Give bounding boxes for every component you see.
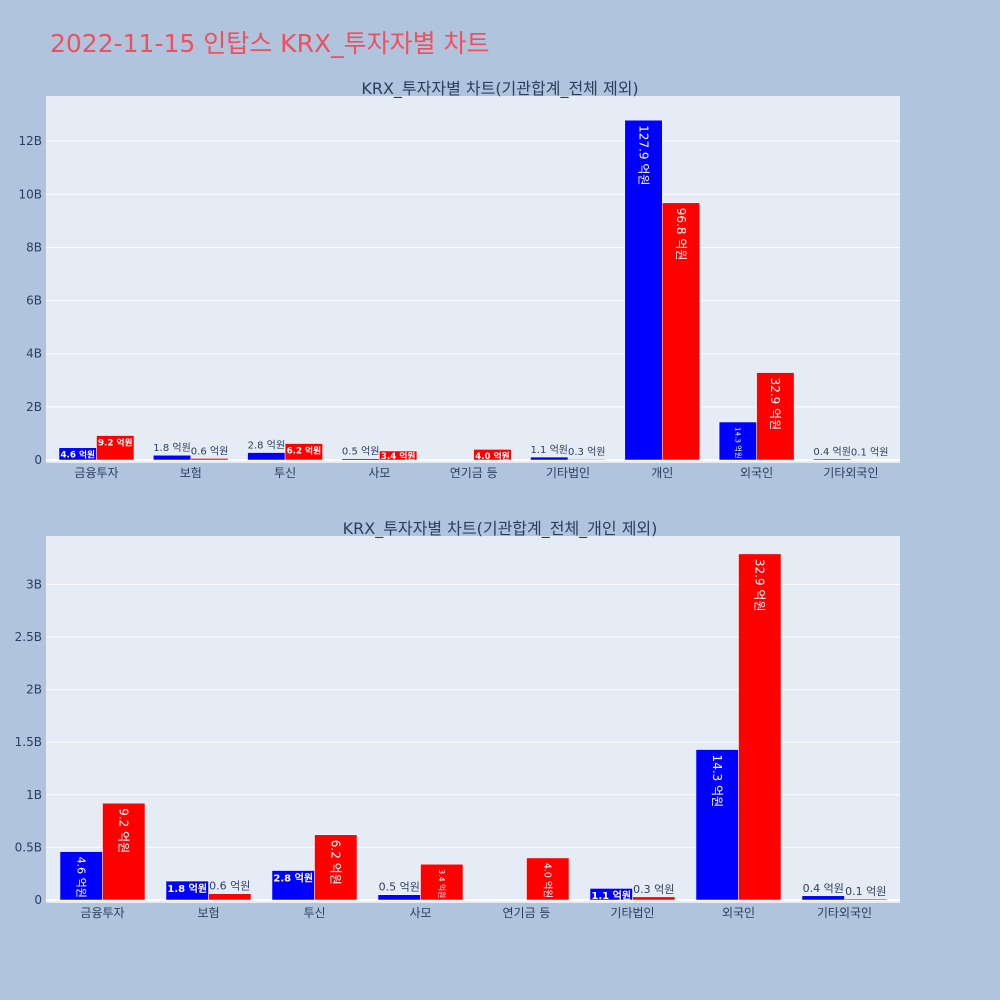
data-label: 0.6 억원 xyxy=(191,445,228,457)
chart-2: 0 0.5B 1B 1.5B 2B 2.5B 3B KRX_투자자별 차트(기관합계_전체_개… xyxy=(15,519,900,920)
sell-bar xyxy=(96,435,135,461)
data-label: 0.5 억원 xyxy=(342,446,379,458)
x-tick-label: 기타법인 xyxy=(546,466,590,480)
data-label: 4.6 억원 xyxy=(74,857,87,898)
buy-bar xyxy=(59,851,103,901)
y-tick-label: 2B xyxy=(26,400,42,414)
data-label: 6.2 억원 xyxy=(287,444,322,456)
sell-bar xyxy=(632,896,676,901)
x-tick-label: 외국인 xyxy=(722,906,755,920)
data-label: 0.5 억원 xyxy=(379,881,420,894)
data-label: 9.2 억원 xyxy=(117,808,131,853)
buy-bar xyxy=(271,870,315,901)
buy-bar xyxy=(165,880,209,901)
sell-bar xyxy=(208,893,252,901)
y-tick-label: 2B xyxy=(26,683,42,697)
chart-title: KRX_투자자별 차트(기관합계_전체 제외) xyxy=(361,79,638,99)
buy-bar xyxy=(247,452,286,461)
data-label: 4.0 억원 xyxy=(541,863,553,898)
x-tick-label: 사모 xyxy=(409,906,431,920)
y-tick-label: 1B xyxy=(26,788,42,802)
data-label: 0.3 억원 xyxy=(633,883,674,896)
y-tick-label: 12B xyxy=(18,134,42,148)
data-label: 0.3 억원 xyxy=(568,446,605,458)
page-title: 2022-11-15 인탑스 KRX_투자자별 차트 xyxy=(50,29,490,58)
buy-bar xyxy=(377,894,421,901)
x-tick-label: 연기금 등 xyxy=(503,906,551,920)
y-tick-label: 0 xyxy=(34,453,42,467)
data-label: 3.4 억원 xyxy=(381,450,416,462)
x-tick-label: 기타외국인 xyxy=(823,466,878,480)
x-tick-label: 투신 xyxy=(274,466,296,480)
data-label: 32.9 억원 xyxy=(753,559,767,612)
data-label: 3.4 억원 xyxy=(437,869,447,898)
data-label: 2.8 억원 xyxy=(248,440,285,452)
buy-bar xyxy=(589,888,633,901)
x-tick-label: 개인 xyxy=(651,466,673,480)
chart-title: KRX_투자자별 차트(기관합계_전체_개인 제외) xyxy=(343,519,658,539)
x-tick-label: 사모 xyxy=(368,466,390,480)
sell-bar xyxy=(526,857,570,901)
buy-bar xyxy=(153,454,192,461)
x-tick-label: 연기금 등 xyxy=(450,466,498,480)
y-tick-label: 0.5B xyxy=(15,840,42,854)
y-tick-label: 6B xyxy=(26,294,42,308)
buy-bar xyxy=(801,895,845,901)
data-label: 32.9 억원 xyxy=(768,378,782,431)
y-tick-label: 2.5B xyxy=(15,630,42,644)
x-tick-label: 기타외국인 xyxy=(817,906,872,920)
data-label: 1.8 억원 xyxy=(167,882,207,895)
sell-bar xyxy=(844,898,888,901)
data-label: 1.8 억원 xyxy=(153,442,190,454)
data-label: 1.1 억원 xyxy=(591,889,631,902)
data-label: 4.6 억원 xyxy=(60,449,95,461)
sell-bar xyxy=(314,834,358,901)
data-label: 6.2 억원 xyxy=(329,840,343,885)
y-tick-label: 0 xyxy=(34,893,42,907)
x-tick-label: 금융투자 xyxy=(80,906,124,920)
chart-1: 0 2B 4B 6B 8B 10B 12B KRX_투자자별 차트(기관합계_전체 제외) 금융… xyxy=(18,79,900,480)
data-label: 2.8 억원 xyxy=(273,872,313,885)
sell-bar xyxy=(102,802,146,901)
sell-bar xyxy=(190,458,229,461)
sell-bar xyxy=(473,449,512,461)
data-label: 1.1 억원 xyxy=(531,444,568,456)
x-tick-label: 금융투자 xyxy=(74,466,118,480)
data-label: 4.0 억원 xyxy=(475,450,510,462)
sell-bar xyxy=(738,553,782,901)
buy-bar xyxy=(530,456,569,461)
data-label: 0.6 억원 xyxy=(209,880,250,893)
x-tick-label: 외국인 xyxy=(740,466,773,480)
data-label: 0.4 억원 xyxy=(813,446,850,458)
x-tick-label: 투신 xyxy=(303,906,325,920)
sell-bar xyxy=(420,863,464,901)
data-label: 0.1 억원 xyxy=(845,885,886,898)
sell-bar xyxy=(379,450,418,461)
sell-bar xyxy=(567,458,606,461)
buy-bar xyxy=(695,749,739,901)
data-label: 96.8 억원 xyxy=(674,208,688,261)
buy-bar xyxy=(813,458,852,461)
x-tick-label: 기타법인 xyxy=(610,906,654,920)
y-tick-label: 3B xyxy=(26,577,42,591)
y-tick-label: 1.5B xyxy=(15,735,42,749)
sell-bar xyxy=(284,443,323,461)
data-label: 127.9 억원 xyxy=(636,125,650,185)
sell-bar xyxy=(662,202,701,461)
y-tick-label: 8B xyxy=(26,240,42,254)
buy-bar xyxy=(341,458,380,461)
buy-bar xyxy=(624,119,663,461)
x-tick-label: 보험 xyxy=(197,906,219,920)
data-label: 14.3 억원 xyxy=(710,755,724,808)
data-label: 9.2 억원 xyxy=(98,436,133,448)
sell-bar xyxy=(756,372,795,461)
y-tick-label: 4B xyxy=(26,347,42,361)
x-tick-label: 보험 xyxy=(180,466,202,480)
data-label: 0.4 억원 xyxy=(803,882,844,895)
data-label: 14.3 억원 xyxy=(733,427,742,459)
data-label: 0.1 억원 xyxy=(851,447,888,459)
y-tick-label: 10B xyxy=(18,187,42,201)
